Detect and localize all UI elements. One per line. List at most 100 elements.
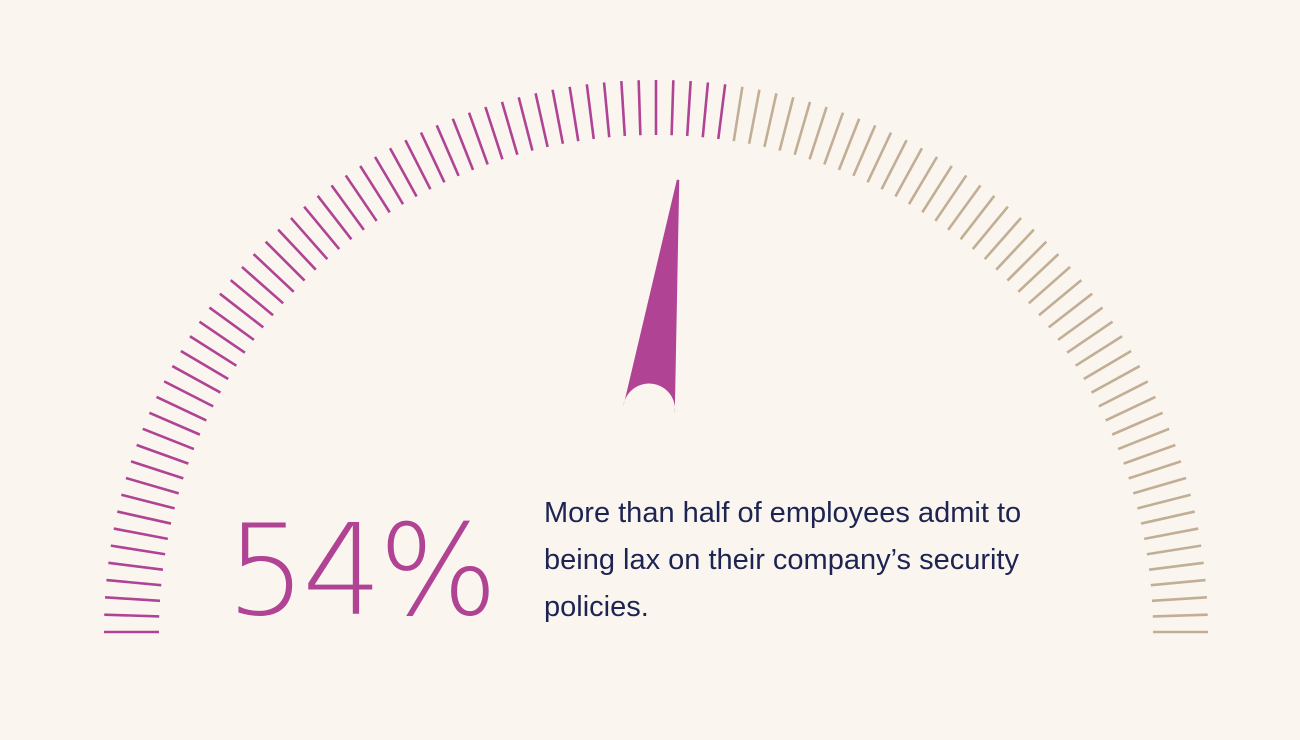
gauge-tick [264,240,306,282]
gauge-needle [623,179,680,414]
gauge-tick [106,578,162,587]
gauge-tick [983,217,1023,261]
gauge-tick [1027,265,1071,305]
gauge-tick [670,80,675,136]
gauge-tick [585,84,595,140]
gauge-tick [316,195,353,241]
gauge-tick [130,460,184,480]
gauge-tick [1117,427,1170,451]
gauge-tick [880,139,908,190]
gauge-tick [1146,544,1202,556]
gauge-tick [219,292,265,329]
gauge-tick [229,279,274,317]
gauge-tick [373,156,405,205]
gauge-tick [517,97,534,151]
gauge-tick [500,101,519,156]
gauge-tick [125,476,180,495]
gauge-tick [359,165,391,214]
gauge-tick [1098,380,1149,408]
gauge-tick [303,205,341,250]
gauge-tick [163,380,214,408]
gauge-tick [1057,306,1104,341]
gauge-ticks [104,80,1208,634]
gauge-tick [404,139,432,190]
gauge-tick [277,228,317,271]
gauge-tick [534,93,549,148]
gauge-tick [252,253,295,293]
gauge-tick [1083,349,1132,381]
gauge-tick [1152,613,1208,618]
gauge-tick [155,395,207,422]
gauge-tick [701,82,710,138]
gauge-tick [1128,460,1182,480]
gauge-tick [484,106,504,160]
gauge-tick [778,97,795,151]
gauge-tick [732,86,744,142]
gauge-tick [808,106,828,160]
gauge-tick [113,527,169,541]
gauge-tick [1006,240,1048,282]
gauge-tick [1066,320,1114,354]
gauge-tick [717,84,727,140]
gauge-tick [763,93,778,148]
gauge-tick [180,349,229,381]
gauge-tick [105,596,161,603]
gauge-tick [104,613,160,618]
gauge-tick [388,147,418,198]
gauge-tick [1143,527,1199,541]
gauge-tick [1150,578,1206,587]
gauge-tick [344,174,378,222]
gauge-tick [419,131,446,183]
gauge-tick [907,156,939,205]
gauge-tick [148,411,201,436]
gauge-tick [1137,493,1191,510]
gauge-tick [121,493,175,510]
gauge-tick [1047,292,1093,329]
gauge-tick [551,89,565,145]
gauge-tick [995,228,1035,271]
gauge-tick [837,118,861,171]
gauge-tick [1132,476,1187,495]
gauge-tick [136,443,189,465]
gauge-tick [793,101,812,156]
gauge-tick [241,265,285,305]
gauge-tick [108,561,164,571]
gauge-tick [1151,596,1207,603]
gauge-tick [934,174,968,222]
gauge-tick [198,320,246,354]
gauge-tick [110,544,166,556]
gauge-tick [189,335,238,367]
percentage-value: 54% [226,497,498,644]
gauge-tick [1017,253,1060,293]
gauge-tick [823,112,845,165]
gauge-tick [330,184,365,231]
gauge-tick [747,89,761,145]
gauge-tick [852,124,877,177]
gauge-tick [451,118,475,171]
gauge-tick [1111,411,1164,436]
gauge-tick [1074,335,1123,367]
gauge-tick [467,112,489,165]
gauge-tick [921,165,953,214]
gauge-tick [568,86,580,142]
gauge-tick [1148,561,1204,571]
gauge-tick [1038,279,1083,317]
gauge-tick [947,184,982,231]
gauge-tick [894,147,924,198]
gauge-tick [142,427,195,451]
gauge-tick [602,82,611,138]
gauge-tick [971,205,1009,250]
gauge-tick [1105,395,1157,422]
gauge-tick [208,306,255,341]
gauge-tick [171,364,222,394]
gauge-tick [435,124,460,177]
gauge-tick [959,195,996,241]
gauge-tick [289,217,329,261]
gauge-tick [1140,510,1195,525]
gauge-tick [1090,364,1141,394]
gauge-tick [685,81,692,137]
stat-caption: More than half of employees admit to bei… [544,497,1022,623]
gauge-tick [620,81,627,137]
